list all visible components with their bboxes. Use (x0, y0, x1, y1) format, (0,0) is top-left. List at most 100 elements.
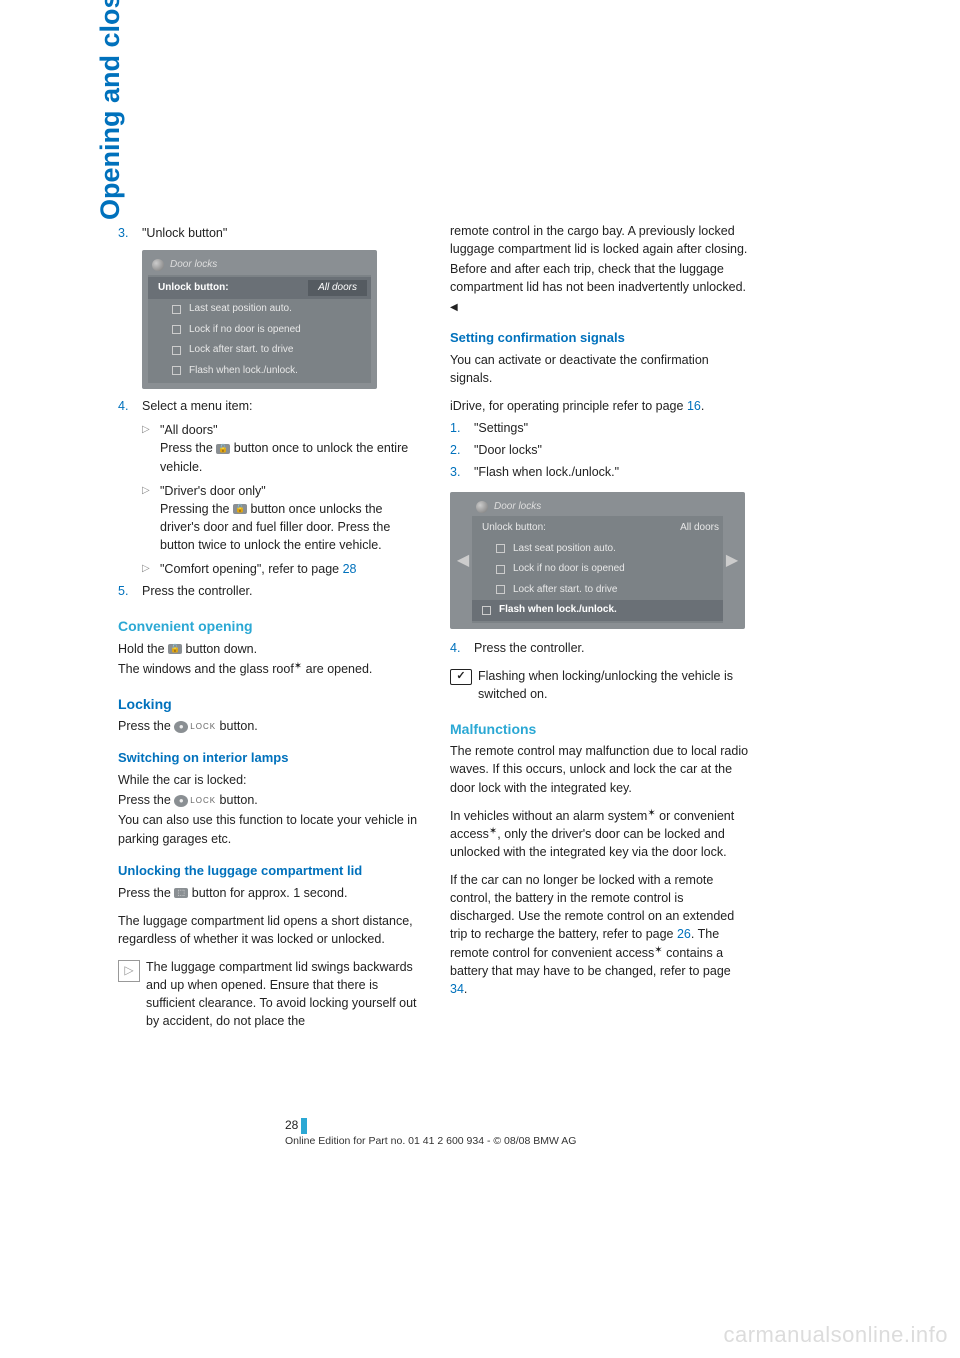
body-text: While the car is locked: (118, 771, 418, 789)
unlock-icon: 🔓 (168, 644, 182, 654)
page-number: 28 (285, 1118, 307, 1134)
screenshot-hl-label: Unlock button: (158, 281, 229, 296)
bullet-text: "Comfort opening", refer to page 28 (160, 560, 418, 578)
right-column: remote control in the cargo bay. A previ… (450, 220, 750, 1030)
checkbox-icon (172, 305, 181, 314)
screenshot-row: Flash when lock./unlock. (189, 364, 298, 379)
body-text: In vehicles without an alarm system✶ or … (450, 807, 750, 861)
page-link[interactable]: 16 (687, 399, 701, 413)
step-number: 5. (118, 582, 142, 600)
step-text: Select a menu item: (142, 397, 418, 415)
bullet-icon: ▷ (142, 482, 160, 555)
body-text: remote control in the cargo bay. A previ… (450, 222, 750, 258)
bullet-title: "Driver's door only" (160, 482, 418, 500)
caution-icon: ▷ (118, 960, 140, 982)
page-link[interactable]: 28 (343, 562, 357, 576)
step-text: Press the controller. (142, 582, 418, 600)
heading-confirmation-signals: Setting confirmation signals (450, 329, 750, 348)
bullet-text: Press the 🔓 button once to unlock the en… (160, 439, 418, 475)
step-number: 3. (450, 463, 474, 481)
checkbox-icon (172, 366, 181, 375)
screenshot-row: Flash when lock./unlock. (499, 603, 617, 618)
step-text: "Unlock button" (142, 224, 418, 242)
idrive-screenshot-1: Door locks Unlock button: All doors Last… (142, 250, 377, 389)
body-text: Press the ●LOCK button. (118, 791, 418, 809)
confirmation-block: ✓ Flashing when locking/unlocking the ve… (450, 667, 750, 703)
step-number: 4. (450, 639, 474, 657)
step-number: 2. (450, 441, 474, 459)
screenshot-header: Door locks (170, 258, 217, 273)
globe-icon (476, 501, 488, 513)
footnote-star-icon: ✶ (654, 945, 662, 956)
body-text: Press the ●LOCK button. (118, 717, 418, 735)
screenshot-hl-label: Unlock button: (482, 521, 546, 536)
checkbox-icon (496, 585, 505, 594)
heading-interior-lamps: Switching on interior lamps (118, 749, 418, 768)
globe-icon (152, 259, 164, 271)
checkbox-icon (172, 325, 181, 334)
body-text: The luggage compartment lid opens a shor… (118, 912, 418, 948)
unlock-icon: 🔓 (233, 504, 247, 514)
screenshot-row: Lock if no door is opened (513, 562, 625, 577)
screenshot-row: Last seat position auto. (513, 542, 616, 557)
unlock-icon: 🔓 (216, 444, 230, 454)
caution-block: ▷ The luggage compartment lid swings bac… (118, 958, 418, 1031)
body-text: iDrive, for operating principle refer to… (450, 397, 750, 415)
body-text: You can also use this function to locate… (118, 811, 418, 847)
checkbox-icon (172, 346, 181, 355)
screenshot-row: Lock after start. to drive (189, 343, 294, 358)
body-text: If the car can no longer be locked with … (450, 871, 750, 998)
screenshot-row: Lock if no door is opened (189, 323, 301, 338)
step-text: "Flash when lock./unlock." (474, 463, 750, 481)
screenshot-hl-value: All doors (680, 521, 719, 536)
checkbox-icon (482, 606, 491, 615)
footer-text: Online Edition for Part no. 01 41 2 600 … (285, 1135, 576, 1147)
body-text: The remote control may malfunction due t… (450, 742, 750, 796)
arrow-left-icon: ◀ (454, 525, 472, 595)
footnote-star-icon: ✶ (294, 661, 302, 672)
body-text: Press the ⬚ button for approx. 1 second. (118, 884, 418, 902)
body-text: Before and after each trip, check that t… (450, 260, 750, 315)
step-number: 3. (118, 224, 142, 242)
page-number-bar (301, 1118, 307, 1134)
footnote-star-icon: ✶ (647, 808, 655, 819)
heading-luggage-lid: Unlocking the luggage compartment lid (118, 862, 418, 881)
caution-text: The luggage compartment lid swings backw… (146, 958, 418, 1031)
bullet-title: "All doors" (160, 421, 418, 439)
left-column: 3. "Unlock button" Door locks Unlock but… (118, 220, 418, 1030)
checkbox-icon (496, 544, 505, 553)
idrive-screenshot-2: ◀ Door locks Unlock button: All doors La… (450, 492, 745, 629)
step-number: 1. (450, 419, 474, 437)
heading-convenient-opening: Convenient opening (118, 616, 418, 636)
bullet-text: Pressing the 🔓 button once unlocks the d… (160, 500, 418, 554)
body-text: Hold the 🔓 button down. (118, 640, 418, 658)
heading-malfunctions: Malfunctions (450, 719, 750, 739)
bullet-icon: ▷ (142, 421, 160, 475)
body-text: You can activate or deactivate the confi… (450, 351, 750, 387)
checkbox-icon (496, 565, 505, 574)
screenshot-hl-value: All doors (308, 280, 367, 297)
screenshot-row: Lock after start. to drive (513, 583, 618, 598)
screenshot-row: Last seat position auto. (189, 302, 292, 317)
lock-label: LOCK (190, 721, 216, 733)
lock-icon: ● (174, 795, 188, 807)
arrow-right-icon: ▶ (723, 525, 741, 595)
watermark: carmanualsonline.info (723, 1322, 948, 1348)
trunk-icon: ⬚ (174, 888, 188, 898)
body-text: The windows and the glass roof✶ are open… (118, 660, 418, 678)
page-link[interactable]: 34 (450, 982, 464, 996)
step-text: "Door locks" (474, 441, 750, 459)
lock-label: LOCK (190, 795, 216, 807)
section-title: Opening and closing (95, 0, 126, 220)
page-content: 3. "Unlock button" Door locks Unlock but… (118, 220, 893, 1030)
screenshot-header: Door locks (494, 500, 541, 515)
end-marker-icon: ◀ (450, 301, 458, 316)
step-text: "Settings" (474, 419, 750, 437)
checkmark-icon: ✓ (450, 669, 472, 685)
step-number: 4. (118, 397, 142, 415)
heading-locking: Locking (118, 694, 418, 714)
lock-icon: ● (174, 721, 188, 733)
bullet-icon: ▷ (142, 560, 160, 578)
page-link[interactable]: 26 (677, 927, 691, 941)
step-text: Press the controller. (474, 639, 750, 657)
